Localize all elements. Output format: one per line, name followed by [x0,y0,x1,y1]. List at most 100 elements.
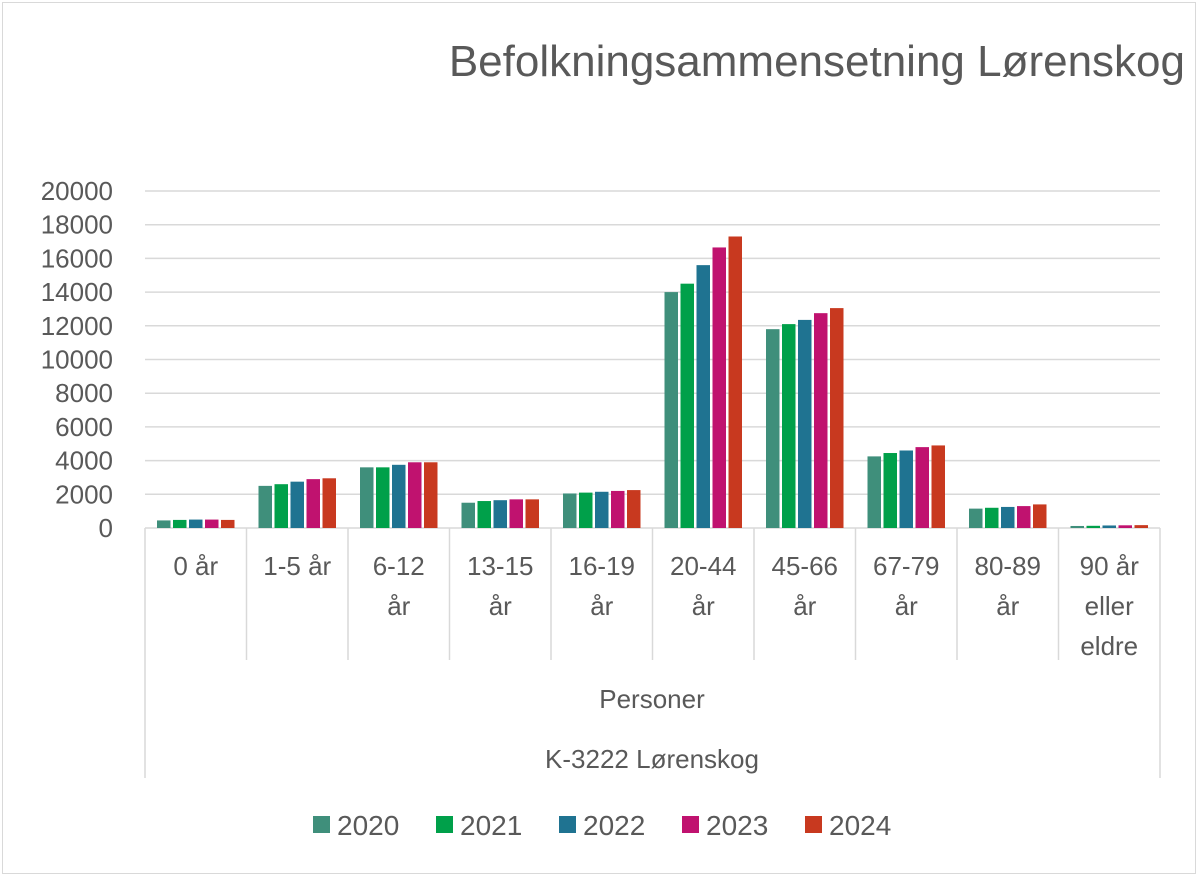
bar [680,283,694,528]
category-label: 67-79 [873,551,940,581]
bar [392,464,406,528]
y-tick-label: 10000 [41,345,113,375]
bar [1001,506,1015,528]
legend-swatch [805,816,822,833]
y-tick-label: 16000 [41,243,113,273]
bar [563,493,577,528]
category-label: 1-5 år [263,551,331,581]
y-tick-label: 20000 [41,176,113,206]
axis-level-labels: Personer K-3222 Lørenskog [545,684,759,774]
x-axis-level-2-label: K-3222 Lørenskog [545,744,759,774]
chart-title: Befolkningsammensetning Lørenskog [449,37,1185,86]
y-tick-label: 0 [99,513,113,543]
bar [408,462,422,528]
bar [1118,525,1132,528]
bar [189,519,203,528]
bar [424,462,438,528]
bar [883,453,897,528]
bar [221,519,235,528]
category-labels: 0 år 1-5 år 6-12 år 13-15 år 16-19 år 20-44 år 45-… [173,551,1139,661]
bar [157,520,171,528]
bar [322,478,336,528]
bar [290,481,304,528]
bar [627,490,641,528]
category-label: år [895,591,918,621]
x-axis-level-1-label: Personer [599,684,705,714]
legend-swatch [682,816,699,833]
bar [509,499,523,528]
bar [1102,525,1116,528]
bar [830,308,844,528]
bar [899,450,913,528]
y-tick-label: 14000 [41,277,113,307]
bar [595,491,609,528]
bar [1070,525,1084,528]
y-tick-label: 2000 [55,479,113,509]
bar [360,467,374,528]
category-label: år [793,591,816,621]
legend-label: 2021 [460,810,522,841]
category-label: år [996,591,1019,621]
bar [1134,525,1148,528]
bar [1086,525,1100,528]
bar [798,319,812,528]
bar [173,519,187,528]
bar [814,313,828,528]
category-label: 13-15 [467,551,534,581]
category-label: år [489,591,512,621]
category-label: 90 år [1080,551,1140,581]
bar [579,492,593,528]
category-label: 16-19 [569,551,636,581]
category-label: år [692,591,715,621]
bar [525,499,539,528]
bar [611,490,625,528]
bar [931,445,945,528]
bar [376,467,390,528]
y-tick-label: 6000 [55,412,113,442]
bar [867,456,881,528]
legend-label: 2024 [829,810,891,841]
bars [157,236,1148,528]
legend-label: 2022 [583,810,645,841]
bar [766,329,780,528]
bar [493,500,507,528]
bar [696,265,710,528]
bar [915,447,929,528]
category-label: eldre [1080,631,1138,661]
legend-label: 2023 [706,810,768,841]
bar [664,292,678,528]
y-tick-label: 4000 [55,446,113,476]
category-label: år [590,591,613,621]
bar [712,247,726,528]
category-label: eller [1085,591,1134,621]
bar [782,324,796,528]
bar [205,519,219,528]
legend: 2020 2021 2022 2023 2024 [313,810,891,841]
bar [461,502,475,528]
category-label: 20-44 [670,551,737,581]
legend-swatch [559,816,576,833]
bar [728,236,742,528]
legend-label: 2020 [337,810,399,841]
bar [1033,504,1047,528]
bar [477,501,491,528]
y-tick-label: 18000 [41,210,113,240]
bar [969,508,983,528]
bar [274,484,288,528]
bar [258,485,272,528]
bar [985,507,999,528]
bar [1017,506,1031,528]
category-label: 0 år [173,551,218,581]
legend-swatch [313,816,330,833]
y-tick-label: 8000 [55,378,113,408]
category-label: 6-12 [373,551,425,581]
legend-swatch [436,816,453,833]
bar [306,479,320,528]
y-tick-label: 12000 [41,311,113,341]
category-label: 80-89 [975,551,1042,581]
category-label: 45-66 [772,551,839,581]
category-label: år [387,591,410,621]
